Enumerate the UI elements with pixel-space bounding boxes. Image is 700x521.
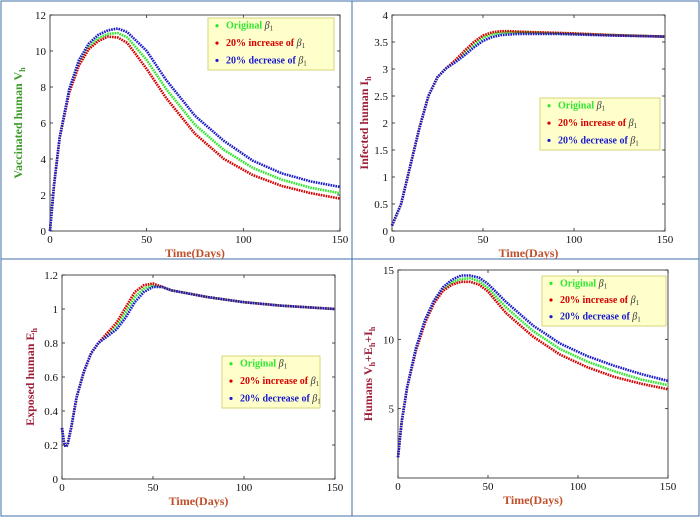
legend-marker-decrease <box>549 315 553 319</box>
y-tick-label: 3 <box>383 64 389 76</box>
legend-box <box>221 355 321 409</box>
legend-label-increase: 20% increase of β1 <box>558 118 638 130</box>
legend-label-decrease: 20% decrease of β1 <box>558 135 639 147</box>
legend-marker-original <box>549 281 553 285</box>
x-tick-label: 150 <box>657 234 674 246</box>
y-tick-label: 8 <box>41 82 47 94</box>
y-tick-label: 10 <box>383 334 395 346</box>
x-tick-label: 50 <box>483 481 495 493</box>
legend-label-increase: 20% increase of β1 <box>560 295 640 307</box>
legend-label-increase: 20% increase of β1 <box>240 376 320 388</box>
x-tick-label: 100 <box>235 234 252 246</box>
legend-label-original: Original β1 <box>560 278 608 290</box>
series-line-decrease <box>390 32 666 227</box>
legend-label-original: Original β1 <box>226 21 274 33</box>
y-tick-label: 4 <box>383 10 389 22</box>
y-tick-label: 15 <box>383 265 395 277</box>
series-line-increase <box>48 35 341 232</box>
chart-panel-4: 0 50 100 150 5 10 15 Time(Days) Humans Vh+Eh+Ih O… <box>361 265 677 507</box>
y-tick-label: 0.5 <box>374 199 388 211</box>
series-line-increase <box>390 29 666 227</box>
legend: Original β1 20% increase of β1 20% decreas… <box>221 355 321 409</box>
x-tick-label: 100 <box>236 482 253 494</box>
y-tick-label: 1 <box>53 304 59 316</box>
y-tick-label: 0 <box>383 226 389 238</box>
x-axis-label: Time(Days) <box>499 246 559 260</box>
legend-label-original: Original β1 <box>558 101 606 113</box>
y-tick-label: 0.4 <box>44 406 58 418</box>
y-tick-label: 0 <box>41 226 47 238</box>
y-tick-label: 1.2 <box>44 270 58 282</box>
chart-panel-1: 0 50 100 150 0 2 4 6 8 10 12 Time(Days) Vaccinated h… <box>11 10 349 260</box>
x-axis-label: Time(Days) <box>165 246 225 260</box>
y-tick-label: 3.5 <box>374 37 388 49</box>
series-line-decrease <box>60 285 336 449</box>
x-tick-label: 50 <box>141 234 153 246</box>
legend-marker-increase <box>549 298 553 302</box>
y-tick-label: 2 <box>383 118 389 130</box>
y-tick-label: 0.2 <box>44 440 58 452</box>
x-tick-label: 0 <box>47 234 53 246</box>
legend-label-decrease: 20% decrease of β1 <box>560 312 641 324</box>
legend-marker-decrease <box>547 138 551 143</box>
x-axis-label: Time(Days) <box>169 494 229 508</box>
series-line-original <box>390 30 666 227</box>
x-tick-label: 150 <box>327 482 344 494</box>
x-tick-label: 50 <box>478 234 490 246</box>
legend-marker-decrease <box>215 58 219 63</box>
y-axis-label: Infected human Ih <box>357 76 373 170</box>
series-line-decrease <box>396 274 669 458</box>
x-tick-label: 50 <box>148 482 160 494</box>
y-axis-label: Exposed human Eh <box>23 328 39 426</box>
legend-marker-increase <box>547 121 551 125</box>
legend-marker-original <box>547 104 551 108</box>
y-tick-label: 6 <box>41 118 47 130</box>
legend-marker-increase <box>215 41 219 45</box>
y-tick-label: 5 <box>389 404 395 416</box>
y-tick-label: 10 <box>35 46 47 58</box>
x-tick-label: 0 <box>395 481 401 493</box>
x-tick-label: 150 <box>660 481 677 493</box>
legend: Original β1 20% increase of β1 20% decreas… <box>539 97 661 151</box>
chart-panel-2: 0 50 100 150 0 0.5 1 1.5 2 2.5 3 3.5 4 Time(Days) Infe… <box>357 10 674 260</box>
y-tick-label: 4 <box>41 154 47 166</box>
y-axis-label: Vaccinated human Vh <box>11 67 27 179</box>
legend-label-decrease: 20% decrease of β1 <box>240 393 321 405</box>
x-axis-label: Time(Days) <box>503 493 563 507</box>
chart-panel-3: 0 50 100 150 0 0.2 0.4 0.6 0.8 1 1.2 Time(Days) Expo… <box>23 270 344 508</box>
x-tick-label: 150 <box>332 234 349 246</box>
y-tick-label: 1.5 <box>374 145 388 157</box>
legend-marker-original <box>215 24 219 28</box>
y-tick-label: 0.6 <box>44 372 58 384</box>
series-line-original <box>396 276 669 458</box>
legend-marker-increase <box>229 379 233 383</box>
x-tick-label: 0 <box>59 482 65 494</box>
legend-box <box>539 97 661 151</box>
y-tick-label: 0.8 <box>44 338 58 350</box>
legend-box <box>541 275 667 327</box>
legend: Original β1 20% increase of β1 20% decreas… <box>207 17 335 71</box>
x-tick-label: 100 <box>566 234 583 246</box>
x-tick-label: 0 <box>389 234 395 246</box>
legend-marker-decrease <box>229 396 233 401</box>
legend-label-decrease: 20% decrease of β1 <box>226 55 307 67</box>
legend-marker-original <box>229 362 233 366</box>
y-tick-label: 0 <box>53 474 59 486</box>
y-tick-label: 1 <box>383 172 389 184</box>
y-tick-label: 12 <box>35 10 46 22</box>
legend-label-original: Original β1 <box>240 359 288 371</box>
x-tick-label: 100 <box>570 481 587 493</box>
y-tick-label: 2.5 <box>374 91 388 103</box>
y-tick-label: 2 <box>41 190 47 202</box>
series-line-decrease <box>48 27 341 232</box>
legend: Original β1 20% increase of β1 20% decreas… <box>541 275 667 327</box>
legend-box <box>207 17 335 71</box>
y-axis-label: Humans Vh+Eh+Ih <box>361 326 377 421</box>
legend-label-increase: 20% increase of β1 <box>226 38 306 50</box>
